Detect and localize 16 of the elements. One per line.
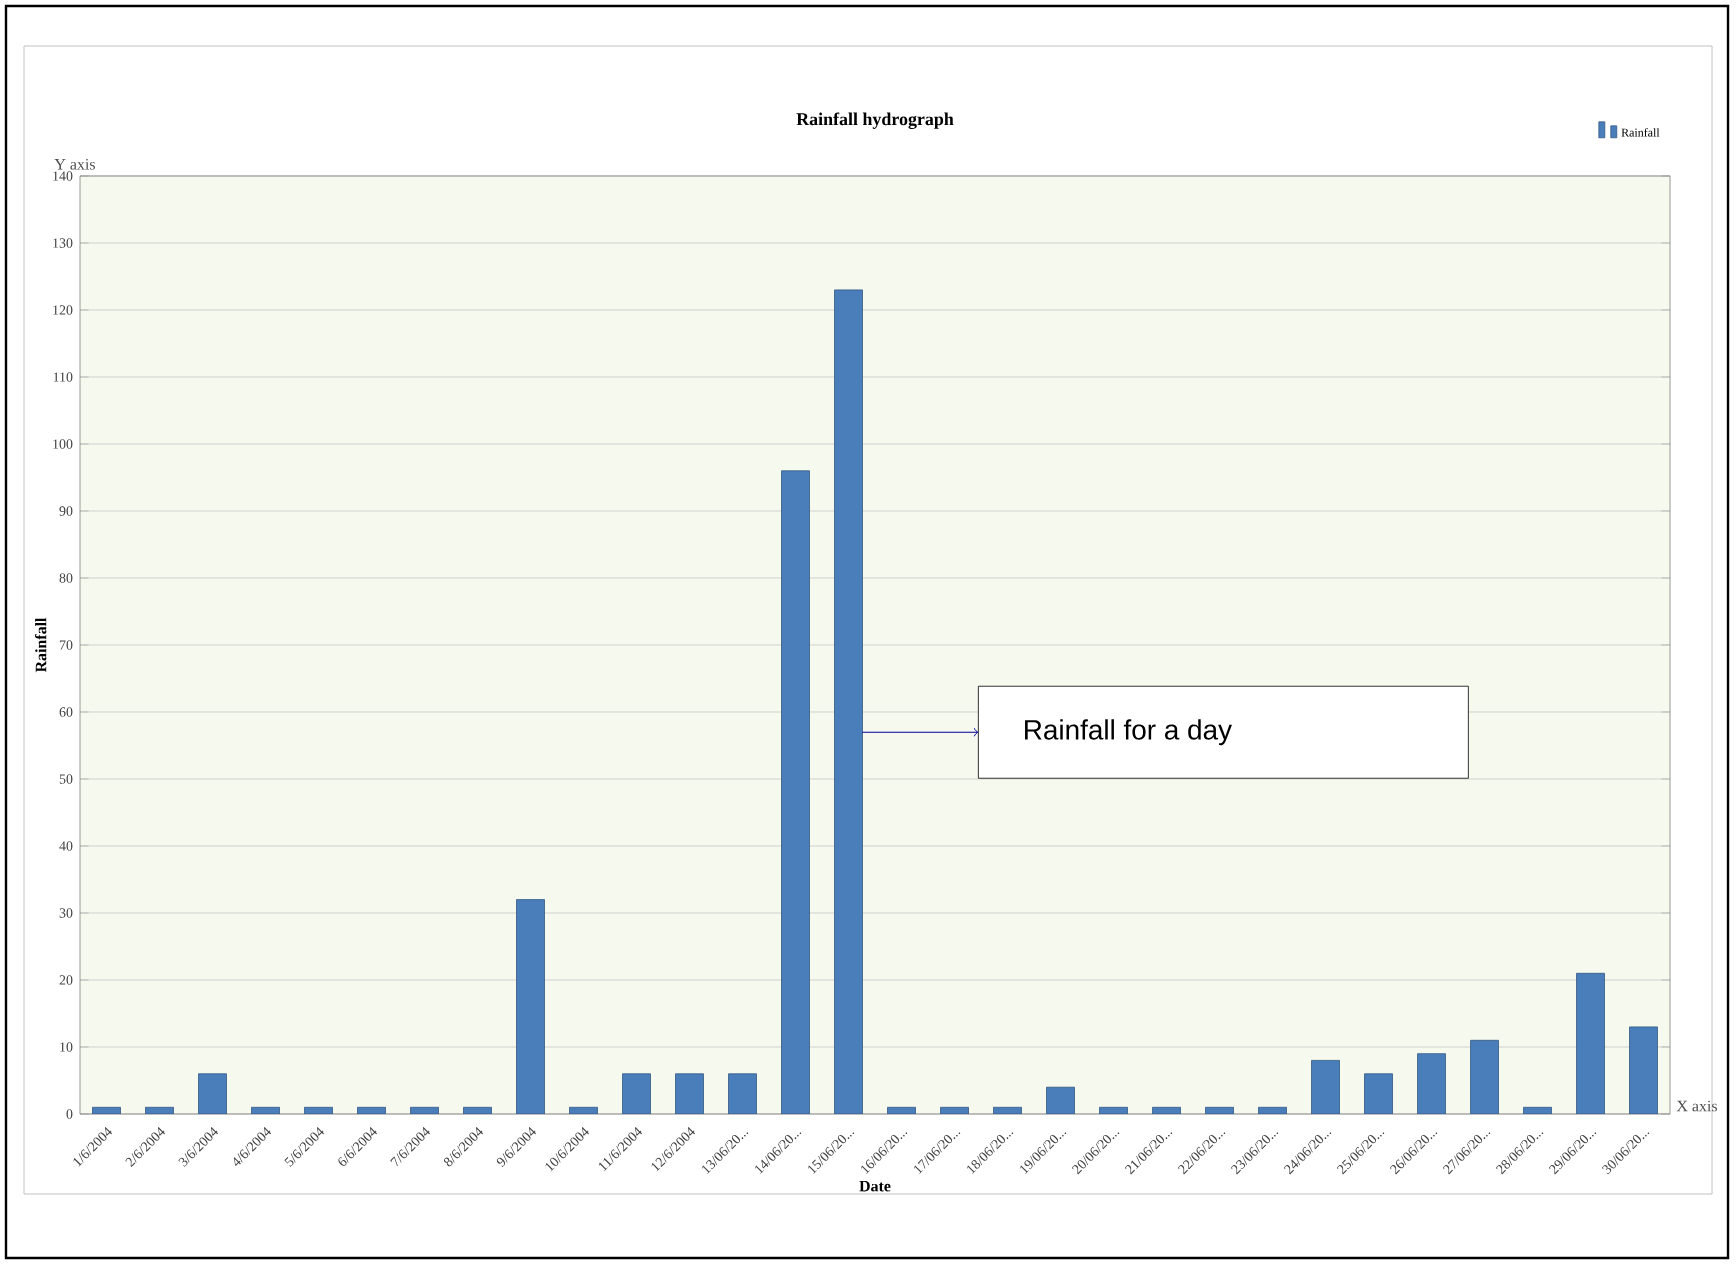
bar [834,289,863,1114]
bar [1629,1026,1658,1114]
bar [1417,1053,1446,1114]
bar [1311,1060,1340,1114]
bar [516,899,545,1114]
bar [198,1073,227,1114]
bar [1470,1039,1499,1114]
bar [1576,972,1605,1114]
bar [728,1073,757,1114]
annotation: Rainfall for a day [1025,719,1232,746]
bar [1364,1073,1393,1114]
bar [1046,1087,1075,1114]
bar [622,1073,651,1114]
chart-title: Rainfall hydrograph [796,112,954,130]
bar [675,1073,704,1114]
bar [781,470,810,1114]
